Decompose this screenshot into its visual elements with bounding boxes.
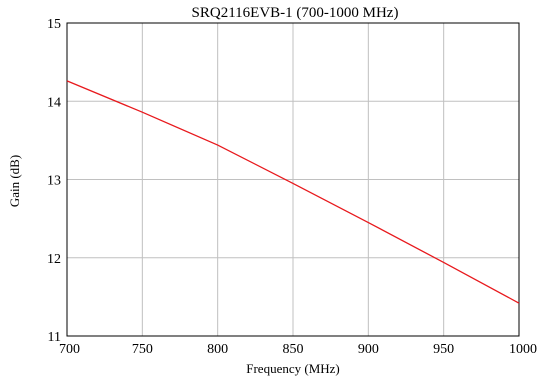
x-tick-label: 850 <box>283 342 304 357</box>
x-tick-label: 800 <box>207 342 228 357</box>
series-layer <box>66 80 520 304</box>
x-tick-label: 750 <box>132 342 153 357</box>
y-tick-label: 12 <box>47 252 61 267</box>
x-tick-label: 950 <box>433 342 454 357</box>
y-tick-label: 14 <box>47 95 61 110</box>
x-tick-label: 900 <box>358 342 379 357</box>
y-tick-label: 11 <box>48 330 61 345</box>
y-tick-label: 15 <box>47 17 61 32</box>
y-axis-label: Gain (dB) <box>7 155 22 207</box>
x-tick-label: 1000 <box>509 342 537 357</box>
grid-lines <box>67 23 519 336</box>
x-tick-label: 700 <box>59 342 80 357</box>
gain-series-line <box>66 80 520 304</box>
chart-title: SRQ2116EVB-1 (700-1000 MHz) <box>192 5 399 21</box>
x-axis-label: Frequency (MHz) <box>246 361 340 376</box>
plot-area-frame <box>66 22 520 337</box>
x-axis-ticks: 700 750 800 850 900 950 1000 <box>59 342 537 357</box>
y-tick-label: 13 <box>47 174 61 189</box>
y-axis-ticks: 11 12 13 14 15 <box>47 17 61 345</box>
